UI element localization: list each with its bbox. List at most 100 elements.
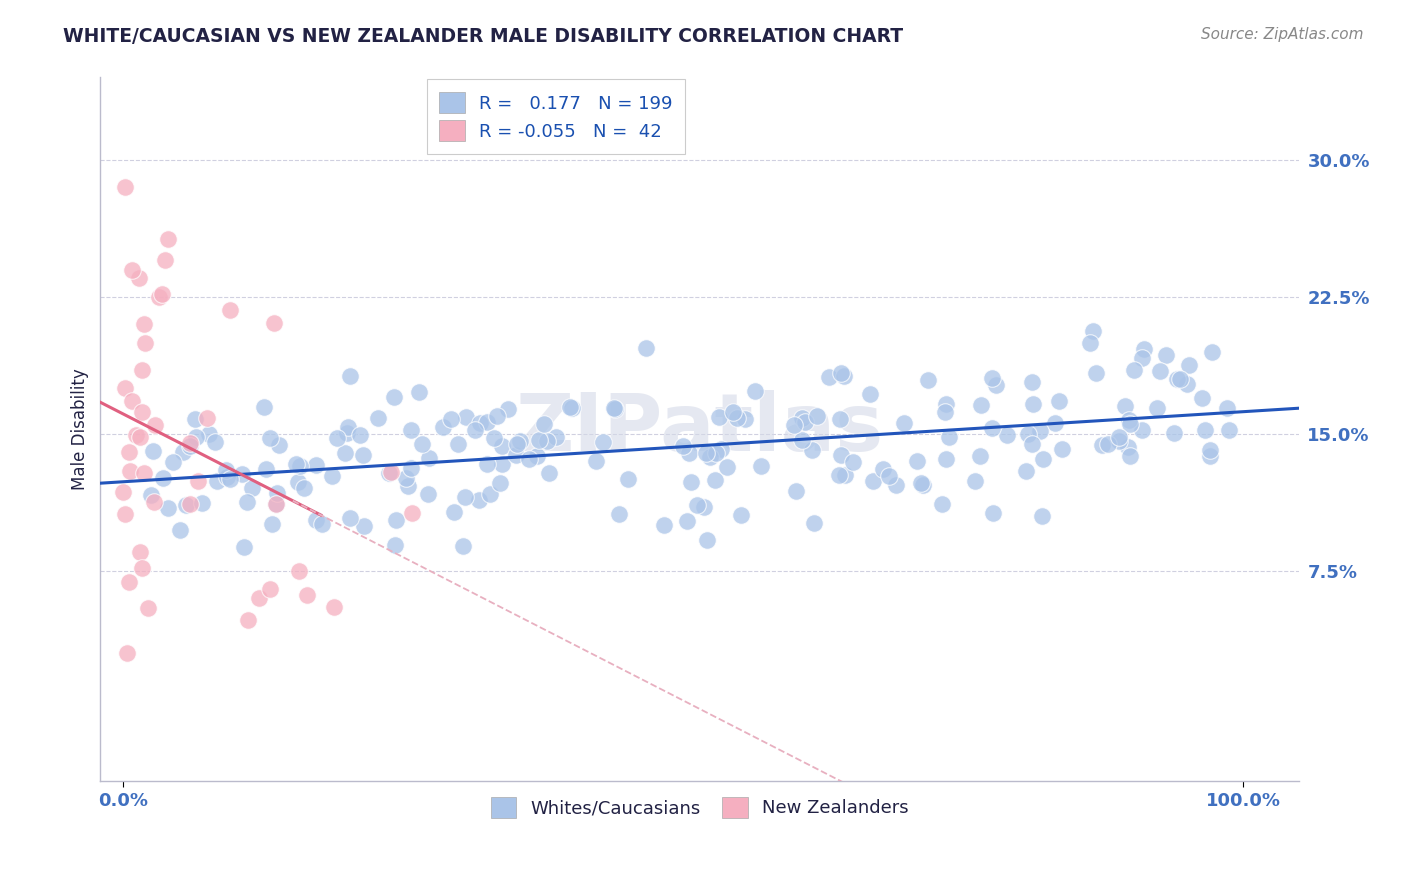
Point [828, 467, 851, 482]
Point [236, 495, 259, 509]
Point [1146, 401, 1168, 415]
Point [143, 418, 166, 433]
Point [408, 385, 430, 400]
Point [489, 475, 512, 490]
Point [1119, 449, 1142, 463]
Point [475, 457, 498, 471]
Point [935, 397, 957, 411]
Point [174, 499, 197, 513]
Point [1114, 400, 1136, 414]
Point [264, 497, 287, 511]
Point [1078, 335, 1101, 350]
Point [195, 410, 218, 425]
Point [114, 507, 136, 521]
Point [184, 411, 207, 425]
Point [128, 271, 150, 285]
Point [305, 458, 328, 472]
Point [1218, 423, 1240, 437]
Point [131, 363, 153, 377]
Point [477, 415, 499, 429]
Point [938, 430, 960, 444]
Point [382, 390, 405, 404]
Point [969, 449, 991, 463]
Point [418, 486, 440, 500]
Point [339, 368, 361, 383]
Point [725, 410, 748, 425]
Point [744, 384, 766, 398]
Point [399, 461, 422, 475]
Point [440, 412, 463, 426]
Point [842, 455, 865, 469]
Point [506, 436, 529, 450]
Point [162, 455, 184, 469]
Point [401, 506, 423, 520]
Point [1021, 437, 1043, 451]
Point [859, 387, 882, 401]
Point [1130, 423, 1153, 437]
Text: Source: ZipAtlas.com: Source: ZipAtlas.com [1201, 27, 1364, 42]
Point [468, 492, 491, 507]
Point [1085, 367, 1108, 381]
Point [215, 470, 238, 484]
Point [783, 418, 806, 433]
Point [156, 500, 179, 515]
Point [179, 435, 201, 450]
Point [652, 517, 675, 532]
Point [911, 478, 934, 492]
Point [187, 474, 209, 488]
Point [252, 401, 274, 415]
Point [118, 444, 141, 458]
Point [218, 472, 240, 486]
Point [603, 401, 626, 415]
Point [218, 302, 240, 317]
Point [285, 457, 308, 471]
Point [353, 519, 375, 533]
Point [464, 423, 486, 437]
Point [443, 505, 465, 519]
Point [834, 468, 856, 483]
Point [1091, 438, 1114, 452]
Point [1032, 451, 1054, 466]
Point [432, 419, 454, 434]
Point [785, 483, 807, 498]
Point [790, 433, 813, 447]
Point [910, 475, 932, 490]
Point [125, 428, 148, 442]
Y-axis label: Male Disability: Male Disability [72, 368, 89, 490]
Point [533, 417, 555, 431]
Point [710, 442, 733, 457]
Point [396, 478, 419, 492]
Point [484, 431, 506, 445]
Point [1199, 450, 1222, 464]
Point [509, 434, 531, 448]
Point [468, 416, 491, 430]
Point [517, 452, 540, 467]
Point [399, 423, 422, 437]
Point [934, 404, 956, 418]
Point [152, 471, 174, 485]
Point [505, 448, 527, 462]
Point [609, 508, 631, 522]
Point [1021, 397, 1043, 411]
Point [215, 463, 238, 477]
Point [259, 582, 281, 596]
Point [1116, 440, 1139, 454]
Point [703, 474, 725, 488]
Point [385, 513, 408, 527]
Point [1119, 417, 1142, 431]
Point [335, 425, 357, 440]
Point [311, 516, 333, 531]
Point [1194, 423, 1216, 437]
Point [292, 482, 315, 496]
Point [1122, 363, 1144, 377]
Point [676, 514, 699, 528]
Point [716, 460, 738, 475]
Point [134, 336, 156, 351]
Point [179, 497, 201, 511]
Point [830, 448, 852, 462]
Point [418, 450, 440, 465]
Point [671, 439, 693, 453]
Point [172, 444, 194, 458]
Point [157, 232, 180, 246]
Point [142, 495, 165, 509]
